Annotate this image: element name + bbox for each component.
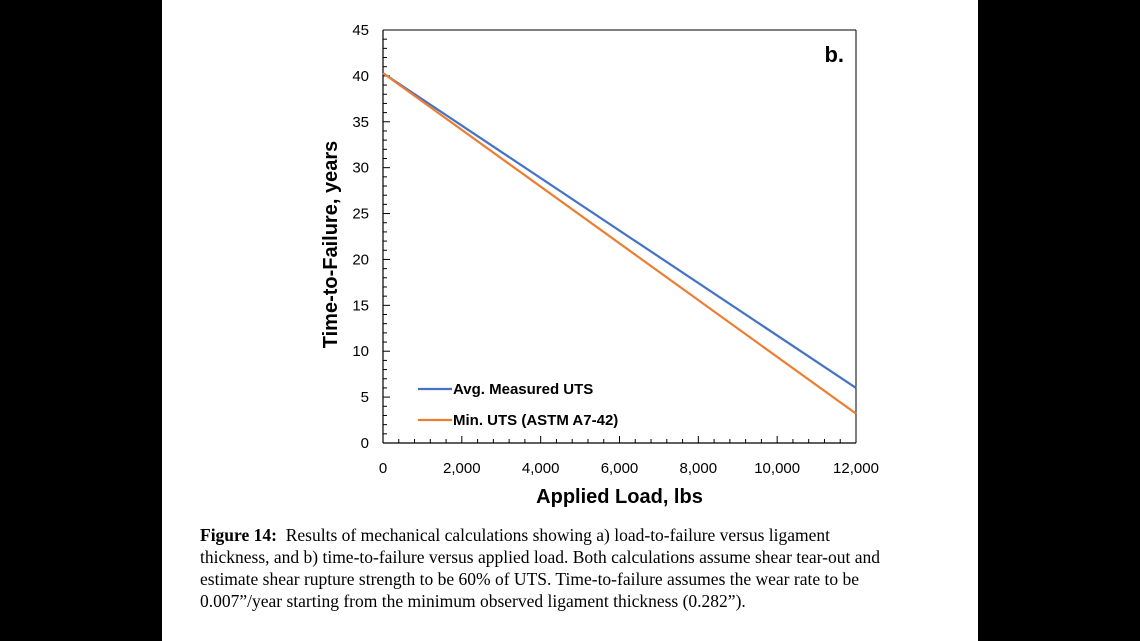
y-axis: 0 5 10 15 20 25 30 35 40 45	[352, 22, 390, 452]
x-tick-label: 10,000	[754, 460, 800, 477]
y-tick-label: 0	[361, 435, 369, 452]
caption-label: Figure 14:	[200, 525, 277, 545]
x-axis-title: Applied Load, lbs	[536, 486, 703, 508]
chart: 0 5 10 15 20 25 30 35 40 45 0 2,000 4,000 6,000 8,000…	[320, 22, 879, 508]
x-tick-label: 0	[379, 460, 387, 477]
caption-line: estimate shear rupture strength to be 60…	[200, 569, 859, 589]
legend: Avg. Measured UTS Min. UTS (ASTM A7-42)	[418, 381, 618, 429]
y-tick-label: 45	[352, 22, 369, 39]
y-tick-label: 5	[361, 389, 369, 406]
caption-line-text: Results of mechanical calculations showi…	[285, 525, 830, 545]
x-tick-label: 8,000	[680, 460, 718, 477]
x-tick-label: 12,000	[833, 460, 879, 477]
series-line	[382, 72, 857, 415]
legend-label: Min. UTS (ASTM A7-42)	[453, 412, 618, 429]
y-tick-label: 35	[352, 114, 369, 131]
series-line	[382, 72, 857, 389]
series-layer	[382, 72, 857, 415]
y-tick-label: 40	[352, 68, 369, 85]
legend-label: Avg. Measured UTS	[453, 381, 593, 398]
figure-caption: Figure 14: Results of mechanical calcula…	[200, 524, 1000, 612]
y-tick-label: 25	[352, 206, 369, 223]
y-tick-label: 30	[352, 160, 369, 177]
panel-label: b.	[824, 42, 844, 67]
y-tick-label: 10	[352, 343, 369, 360]
caption-line: thickness, and b) time-to-failure versus…	[200, 547, 880, 567]
x-tick-label: 2,000	[443, 460, 481, 477]
x-tick-label: 4,000	[522, 460, 560, 477]
caption-line: 0.007”/year starting from the minimum ob…	[200, 591, 746, 611]
y-axis-title: Time-to-Failure, years	[320, 141, 342, 348]
y-tick-label: 15	[352, 297, 369, 314]
x-axis: 0 2,000 4,000 6,000 8,000 10,000 12,000	[379, 436, 879, 477]
figure-page	[162, 0, 978, 641]
caption-line: Figure 14: Results of mechanical calcula…	[200, 524, 1000, 546]
x-tick-label: 6,000	[601, 460, 639, 477]
y-tick-label: 20	[352, 251, 369, 268]
